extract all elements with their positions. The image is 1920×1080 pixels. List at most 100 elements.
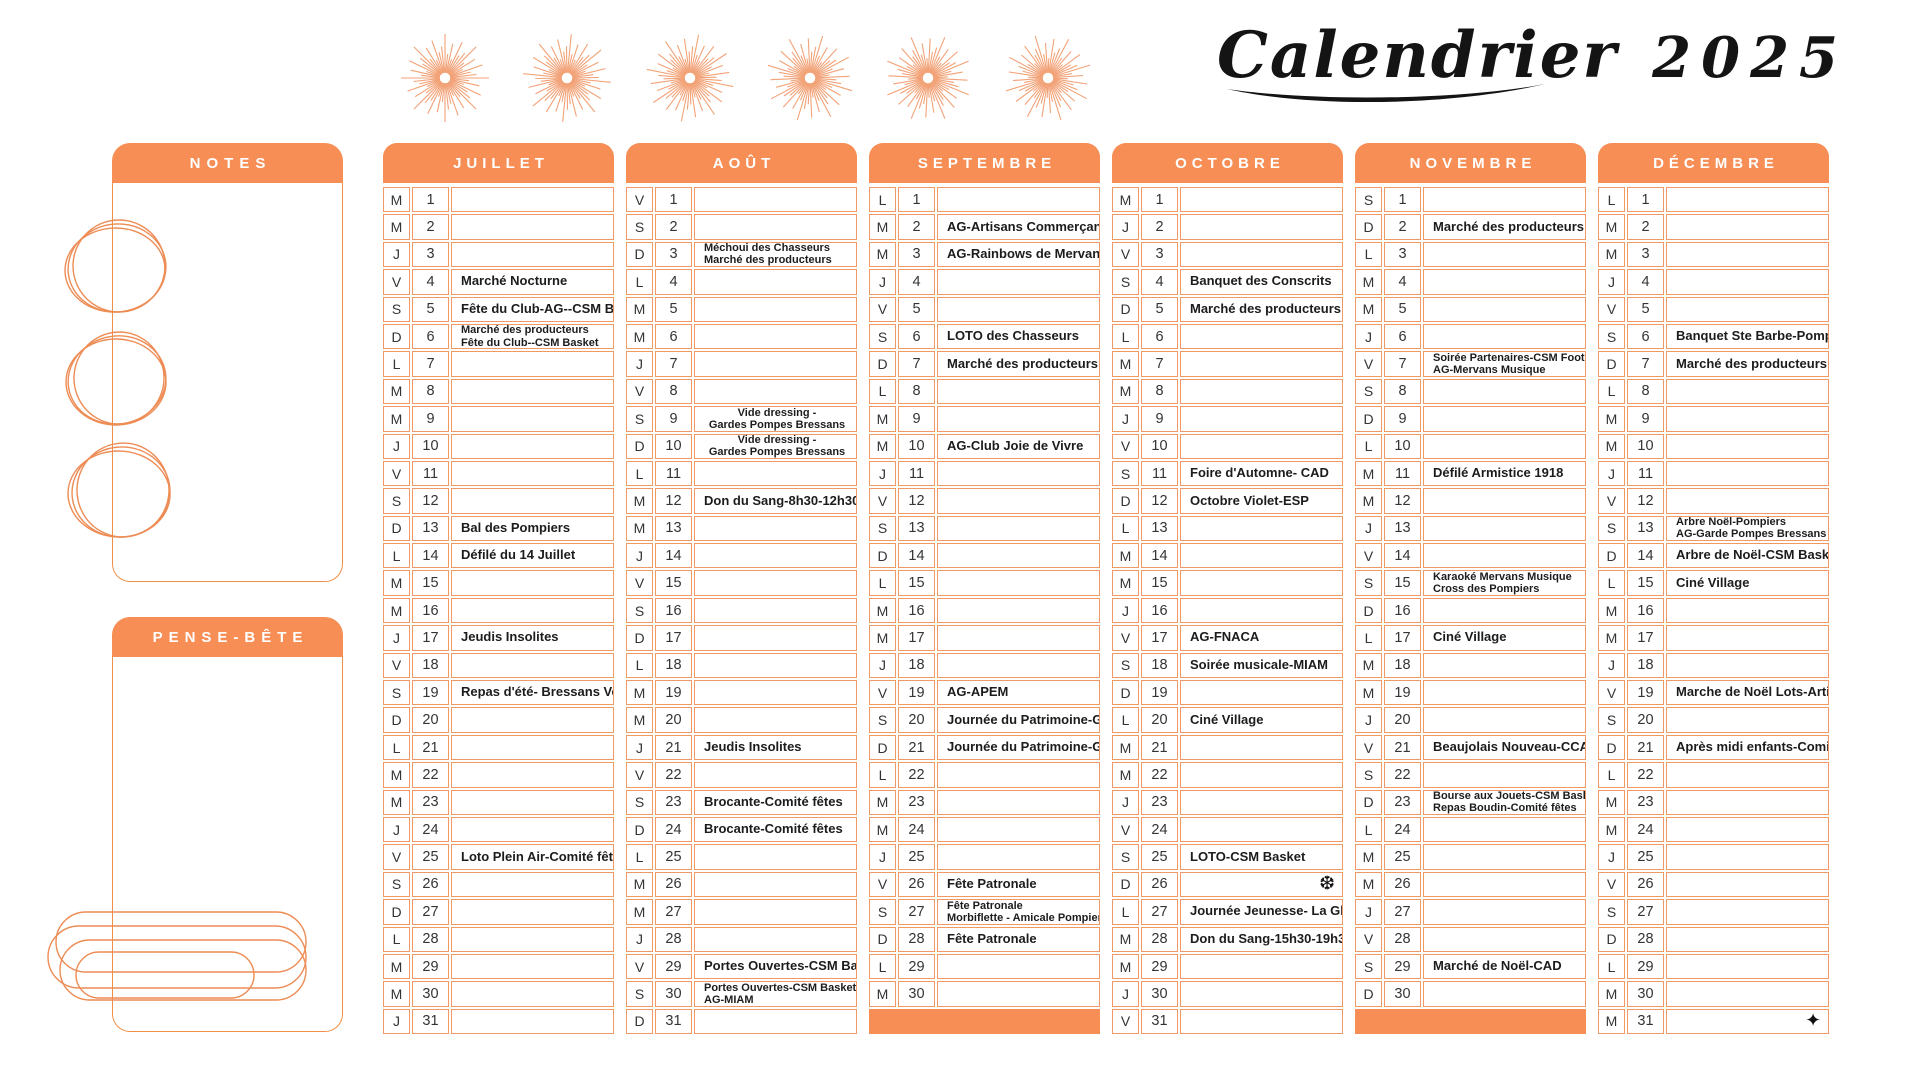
day-number: 30	[412, 981, 449, 1007]
day-number: 5	[412, 296, 449, 322]
event-cell	[451, 981, 614, 1007]
day-number: 11	[412, 460, 449, 487]
day-number: 25	[1384, 844, 1421, 870]
day-number: 13	[412, 515, 449, 542]
event-cell	[451, 953, 614, 980]
weekday-letter: M	[1598, 789, 1625, 815]
day-number: 15	[898, 570, 935, 596]
weekday-letter: L	[1112, 515, 1139, 542]
sunburst-icon	[646, 34, 734, 122]
event-cell	[694, 515, 857, 542]
weekday-letter: J	[869, 269, 896, 295]
weekday-letter: L	[383, 734, 410, 761]
day-number: 1	[1627, 187, 1664, 213]
day-number: 22	[1384, 762, 1421, 788]
weekday-letter: M	[1112, 762, 1139, 788]
event-cell	[1180, 433, 1343, 459]
day-number: 5	[1384, 296, 1421, 322]
weekday-letter: M	[869, 597, 896, 624]
day-number: 31	[1141, 1008, 1178, 1035]
day-number: 5	[1141, 296, 1178, 322]
weekday-letter: D	[626, 816, 653, 843]
pense-bete-panel: PENSE-BÊTE	[112, 617, 343, 1032]
month-rows: L 1 M 2 AG-Artisans Commerçants M 3 AG-Rainbows…	[869, 187, 1100, 1035]
day-row: J 23	[1112, 789, 1343, 815]
event-cell: Karaoké Mervans Musique Cross des Pompier…	[1423, 570, 1586, 596]
day-row: D 28 Fête Patronale	[869, 926, 1100, 952]
day-row: J 20	[1355, 707, 1586, 733]
weekday-letter: M	[1355, 652, 1382, 679]
day-row: V 31	[1112, 1008, 1343, 1035]
day-number: 13	[898, 515, 935, 542]
weekday-letter: S	[1112, 652, 1139, 679]
event-cell	[451, 597, 614, 624]
day-row: S 16	[626, 597, 857, 624]
event-cell: Vide dressing - Gardes Pompes Bressans	[694, 433, 857, 459]
weekday-letter: D	[1598, 543, 1625, 569]
day-number: 12	[1384, 488, 1421, 514]
event-cell	[937, 789, 1100, 815]
day-row: V 4 Marché Nocturne	[383, 269, 614, 295]
weekday-letter: J	[1112, 981, 1139, 1007]
event-cell	[1666, 269, 1829, 295]
day-row: S 20	[1598, 707, 1829, 733]
day-number: 31	[412, 1008, 449, 1035]
event-cell	[694, 1008, 857, 1035]
day-row: M 13	[626, 515, 857, 542]
event-cell	[451, 1008, 614, 1035]
weekday-letter: V	[869, 488, 896, 514]
day-number: 19	[898, 680, 935, 706]
day-row: S 27	[1598, 899, 1829, 925]
weekday-letter: L	[1598, 953, 1625, 980]
event-cell	[1180, 816, 1343, 843]
day-number: 9	[898, 406, 935, 432]
day-number: 23	[898, 789, 935, 815]
event-cell	[694, 269, 857, 295]
event-text: Repas d'été- Bressans Verts	[461, 684, 613, 700]
day-number: 11	[1141, 460, 1178, 487]
sunburst-icon	[767, 35, 853, 121]
day-row: J 18	[1598, 652, 1829, 679]
weekday-letter: L	[383, 926, 410, 952]
event-text: AG-Rainbows de Mervans	[947, 246, 1100, 261]
day-row: J 18	[869, 652, 1100, 679]
event-cell	[451, 488, 614, 514]
month-août: AOÛT V 1 S 2 D 3 Méchoui des Chasseurs Marché de…	[626, 143, 857, 1035]
day-row: M 28 Don du Sang-15h30-19h30	[1112, 926, 1343, 952]
weekday-letter: S	[383, 871, 410, 898]
snowflake-icon: ❆	[1319, 873, 1335, 895]
event-cell: Bourse aux Jouets-CSM Basket Repas Boudin…	[1423, 789, 1586, 815]
weekday-letter: J	[383, 433, 410, 459]
event-cell	[451, 816, 614, 843]
weekday-letter: M	[383, 953, 410, 980]
event-text: Fête Patronale	[947, 875, 1037, 891]
day-row: S20 Journée du Patrimoine-GPB	[869, 707, 1100, 733]
day-row: S 18 Soirée musicale-MIAM	[1112, 652, 1343, 679]
event-text: Foire d'Automne- CAD	[1190, 465, 1329, 481]
day-row: D 5 Marché des producteurs	[1112, 296, 1343, 322]
day-row: J 31	[383, 1008, 614, 1035]
day-row: L 20 Ciné Village	[1112, 707, 1343, 733]
day-number: 14	[1141, 543, 1178, 569]
weekday-letter: S	[383, 680, 410, 706]
day-row: J 25	[869, 844, 1100, 870]
day-row: M 16	[383, 597, 614, 624]
day-row: D 14	[869, 543, 1100, 569]
event-text: Ciné Village	[1190, 711, 1264, 727]
weekday-letter: J	[1355, 899, 1382, 925]
day-number: 7	[412, 351, 449, 377]
day-row: J 13	[1355, 515, 1586, 542]
event-text: Octobre Violet-ESP	[1190, 492, 1309, 508]
weekday-letter: L	[869, 953, 896, 980]
event-text: LOTO des Chasseurs	[947, 328, 1079, 344]
day-number: 7	[898, 351, 935, 377]
day-number: 21	[1384, 734, 1421, 761]
title-year: 2025	[1652, 25, 1848, 91]
day-number: 3	[898, 241, 935, 268]
day-row: D 27	[383, 899, 614, 925]
event-cell	[937, 269, 1100, 295]
